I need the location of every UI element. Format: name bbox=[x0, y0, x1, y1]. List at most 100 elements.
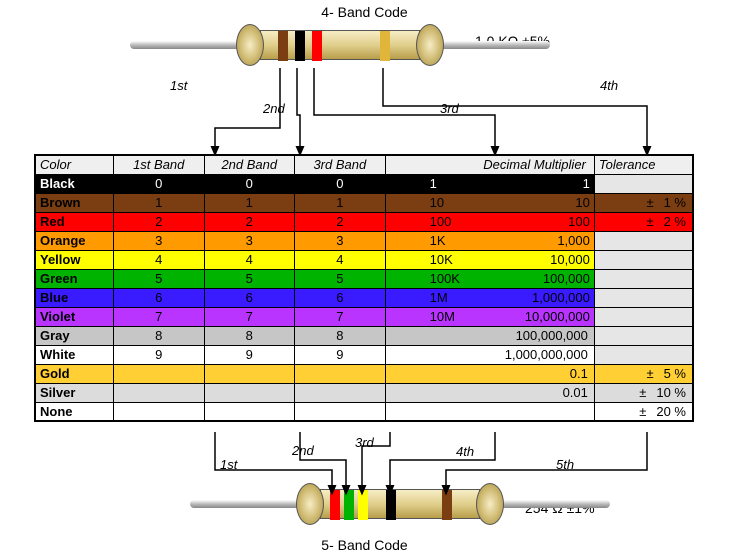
resistor-band bbox=[358, 490, 368, 520]
resistor-band bbox=[386, 490, 396, 520]
tolerance-cell bbox=[594, 326, 693, 345]
digit-cell bbox=[204, 402, 295, 421]
digit-cell: 1 bbox=[295, 193, 386, 212]
tolerance-cell: 20 % bbox=[594, 402, 693, 421]
table-row: None 20 % bbox=[35, 402, 693, 421]
digit-cell bbox=[204, 383, 295, 402]
digit-cell: 1 bbox=[113, 193, 204, 212]
table-row: Violet77710M10,000,000 bbox=[35, 307, 693, 326]
digit-cell: 3 bbox=[113, 231, 204, 250]
digit-cell: 7 bbox=[113, 307, 204, 326]
tolerance-cell: 5 % bbox=[594, 364, 693, 383]
band-ordinal-label: 1st bbox=[170, 78, 187, 93]
digit-cell: 5 bbox=[113, 269, 204, 288]
resistor-5band bbox=[210, 483, 590, 525]
resistor-band bbox=[380, 31, 390, 61]
table-row: Orange3331K1,000 bbox=[35, 231, 693, 250]
color-name: Red bbox=[35, 212, 113, 231]
band-ordinal-label: 5th bbox=[556, 457, 574, 472]
digit-cell: 4 bbox=[113, 250, 204, 269]
digit-cell: 7 bbox=[204, 307, 295, 326]
title-5band: 5- Band Code bbox=[321, 537, 407, 553]
tolerance-cell bbox=[594, 269, 693, 288]
band-ordinal-label: 1st bbox=[220, 457, 237, 472]
col-header: 1st Band bbox=[113, 155, 204, 174]
digit-cell bbox=[204, 364, 295, 383]
col-header: 2nd Band bbox=[204, 155, 295, 174]
band-ordinal-label: 4th bbox=[456, 444, 474, 459]
multiplier-cell: 1M1,000,000 bbox=[385, 288, 594, 307]
tolerance-cell bbox=[594, 250, 693, 269]
digit-cell: 2 bbox=[113, 212, 204, 231]
digit-cell: 5 bbox=[204, 269, 295, 288]
tolerance-cell bbox=[594, 231, 693, 250]
digit-cell: 0 bbox=[113, 174, 204, 193]
band-ordinal-label: 3rd bbox=[355, 435, 374, 450]
resistor-band bbox=[330, 490, 340, 520]
color-name: Orange bbox=[35, 231, 113, 250]
tolerance-cell bbox=[594, 174, 693, 193]
multiplier-cell: 100,000,000 bbox=[385, 326, 594, 345]
table-row: Green555100K100,000 bbox=[35, 269, 693, 288]
tolerance-cell: 1 % bbox=[594, 193, 693, 212]
digit-cell: 6 bbox=[204, 288, 295, 307]
table-row: Brown11110101 % bbox=[35, 193, 693, 212]
color-code-table: Color1st Band2nd Band3rd BandDecimal Mul… bbox=[34, 154, 694, 422]
table-row: Gray888100,000,000 bbox=[35, 326, 693, 345]
band-ordinal-label: 2nd bbox=[292, 443, 314, 458]
digit-cell: 6 bbox=[295, 288, 386, 307]
digit-cell: 3 bbox=[204, 231, 295, 250]
digit-cell: 4 bbox=[204, 250, 295, 269]
color-name: Brown bbox=[35, 193, 113, 212]
digit-cell: 0 bbox=[295, 174, 386, 193]
color-name: White bbox=[35, 345, 113, 364]
multiplier-cell: 10K10,000 bbox=[385, 250, 594, 269]
digit-cell: 9 bbox=[113, 345, 204, 364]
tolerance-cell bbox=[594, 307, 693, 326]
resistor-4band bbox=[150, 24, 530, 66]
digit-cell: 0 bbox=[204, 174, 295, 193]
digit-cell: 1 bbox=[204, 193, 295, 212]
digit-cell: 5 bbox=[295, 269, 386, 288]
table-row: Yellow44410K10,000 bbox=[35, 250, 693, 269]
digit-cell: 8 bbox=[204, 326, 295, 345]
multiplier-cell: 100100 bbox=[385, 212, 594, 231]
resistor-band bbox=[344, 490, 354, 520]
digit-cell bbox=[295, 364, 386, 383]
tolerance-cell: 10 % bbox=[594, 383, 693, 402]
multiplier-cell: 11 bbox=[385, 174, 594, 193]
digit-cell bbox=[113, 364, 204, 383]
digit-cell: 7 bbox=[295, 307, 386, 326]
table-row: Black00011 bbox=[35, 174, 693, 193]
multiplier-cell: 1,000,000,000 bbox=[385, 345, 594, 364]
table-row: Silver 0.0110 % bbox=[35, 383, 693, 402]
resistor-band bbox=[278, 31, 288, 61]
resistor-band bbox=[442, 490, 452, 520]
multiplier-cell: 100K100,000 bbox=[385, 269, 594, 288]
color-name: Gray bbox=[35, 326, 113, 345]
col-header: Tolerance bbox=[594, 155, 693, 174]
multiplier-cell: 1010 bbox=[385, 193, 594, 212]
digit-cell: 8 bbox=[113, 326, 204, 345]
color-name: Silver bbox=[35, 383, 113, 402]
tolerance-cell bbox=[594, 345, 693, 364]
multiplier-cell: 10M10,000,000 bbox=[385, 307, 594, 326]
digit-cell: 2 bbox=[204, 212, 295, 231]
color-name: Green bbox=[35, 269, 113, 288]
digit-cell bbox=[113, 402, 204, 421]
resistor-band bbox=[312, 31, 322, 61]
multiplier-cell bbox=[385, 402, 594, 421]
resistor-band bbox=[295, 31, 305, 61]
color-name: Blue bbox=[35, 288, 113, 307]
multiplier-cell: 0.1 bbox=[385, 364, 594, 383]
table-row: Red2221001002 % bbox=[35, 212, 693, 231]
col-header: Color bbox=[35, 155, 113, 174]
table-row: Blue6661M1,000,000 bbox=[35, 288, 693, 307]
band-ordinal-label: 2nd bbox=[263, 101, 285, 116]
color-name: None bbox=[35, 402, 113, 421]
band-ordinal-label: 4th bbox=[600, 78, 618, 93]
color-name: Gold bbox=[35, 364, 113, 383]
digit-cell: 9 bbox=[204, 345, 295, 364]
multiplier-cell: 0.01 bbox=[385, 383, 594, 402]
table-row: White9991,000,000,000 bbox=[35, 345, 693, 364]
